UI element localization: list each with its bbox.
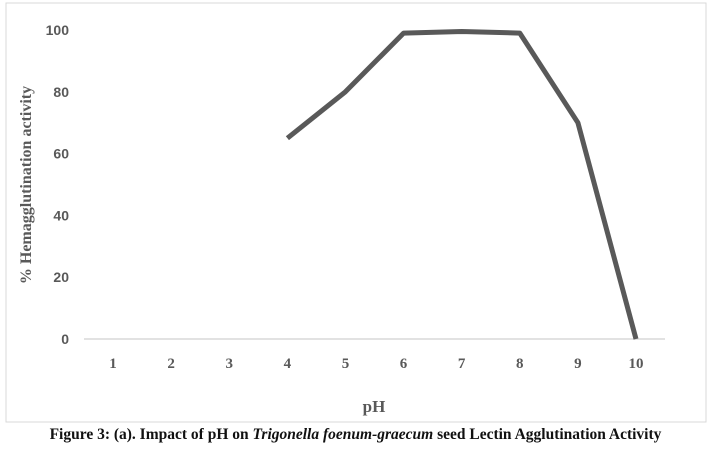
- series-line: [285, 29, 639, 340]
- x-tick-label: 1: [109, 356, 117, 372]
- caption-suffix: seed Lectin Agglutination Activity: [433, 426, 662, 443]
- y-tick-label: 100: [46, 22, 70, 38]
- y-tick-label: 80: [53, 84, 69, 100]
- x-tick-label: 2: [167, 356, 175, 372]
- x-tick-label: 4: [284, 356, 292, 372]
- caption-prefix: Figure 3: (a). Impact of pH on: [49, 426, 253, 443]
- y-tick-label: 60: [53, 146, 69, 162]
- line-chart: 0 20 40 60 80 100 1 2 3 4 5 6 7 8 9 10 pH % Hemaggluti…: [5, 2, 707, 423]
- x-tick-label: 5: [342, 356, 350, 372]
- y-tick-label: 20: [53, 269, 69, 285]
- caption-species: Trigonella foenum-graecum: [252, 426, 434, 443]
- chart-border: [5, 2, 707, 423]
- x-tick-label: 8: [516, 356, 524, 372]
- y-axis-label: % Hemagglutination activity: [18, 86, 35, 284]
- x-tick-label: 9: [574, 356, 582, 372]
- y-tick-label: 40: [53, 207, 69, 223]
- x-tick-label: 7: [458, 356, 466, 372]
- y-tick-label: 0: [61, 331, 69, 347]
- figure-caption: Figure 3: (a). Impact of pH on Trigonell…: [0, 426, 711, 444]
- x-tick-label: 6: [400, 356, 408, 372]
- x-tick-label: 10: [628, 356, 643, 372]
- x-tick-label: 3: [226, 356, 234, 372]
- x-axis-label: pH: [363, 397, 386, 416]
